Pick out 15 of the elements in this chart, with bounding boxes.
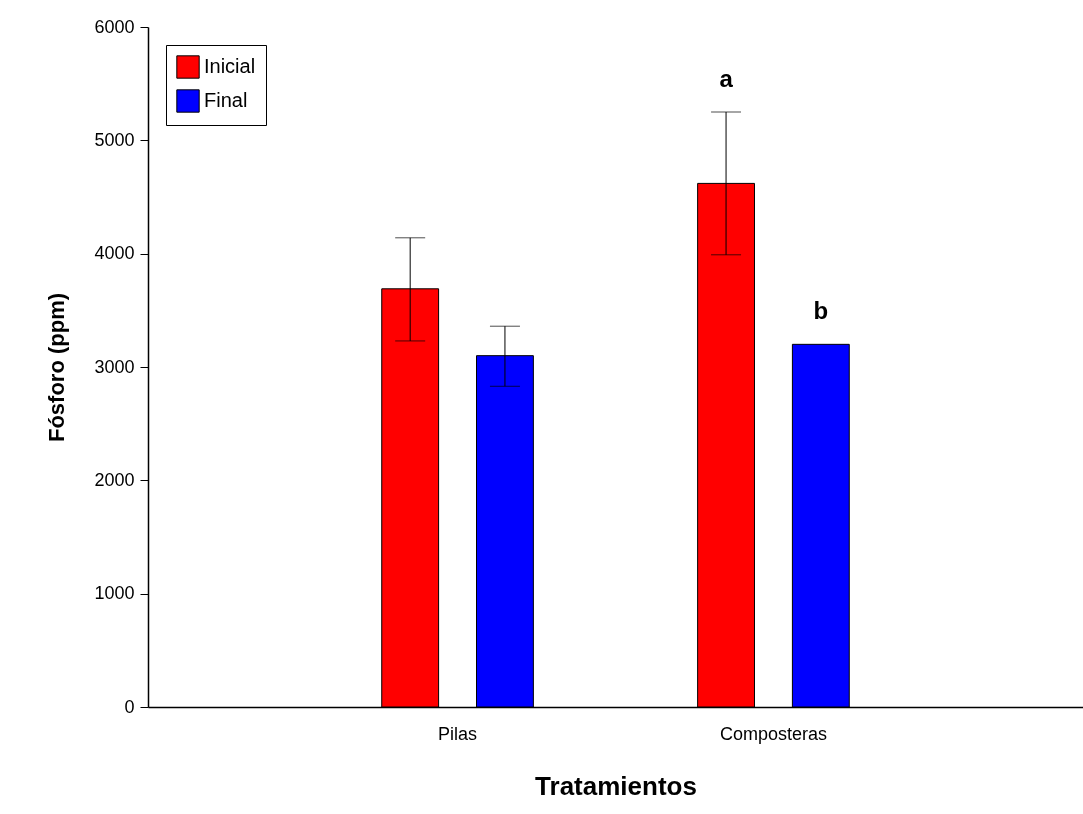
y-tick-label: 1000 [94, 583, 135, 604]
annotation: b [813, 297, 829, 325]
x-tick-label: Composteras [719, 723, 827, 744]
x-axis-title: Tratamientos [535, 770, 697, 801]
y-tick-label: 3000 [94, 356, 135, 377]
y-tick-label: 4000 [94, 243, 135, 264]
y-tick-label: 6000 [94, 16, 135, 37]
x-tick-label: Pilas [438, 723, 478, 744]
legend-label: Inicial [204, 55, 256, 77]
y-axis-title: Fósforo (ppm) [44, 292, 70, 443]
y-tick-label: 2000 [94, 469, 135, 490]
annotation: a [719, 65, 734, 92]
y-tick-label: 0 [124, 696, 135, 717]
legend-label: Final [204, 89, 248, 111]
y-tick-label: 5000 [94, 129, 135, 150]
